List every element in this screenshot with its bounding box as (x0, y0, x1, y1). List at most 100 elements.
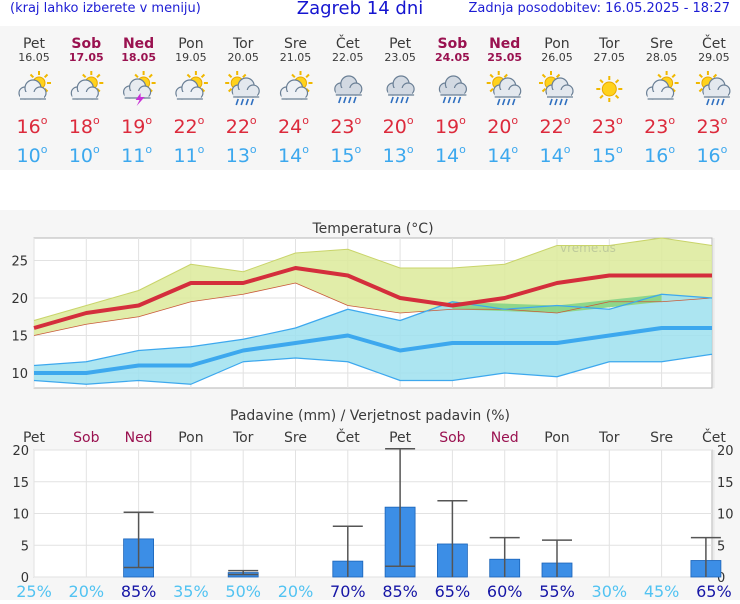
degree-sign: o (616, 143, 623, 156)
precip-y-tick-right: 20 (717, 444, 734, 459)
cloud-shape (645, 79, 675, 100)
cloud-shape (493, 77, 522, 98)
precip-y-tick-left: 10 (12, 508, 29, 523)
precip-probability: 20% (278, 582, 314, 600)
tmin-line (34, 326, 712, 375)
precip-y-tick-left: 15 (12, 476, 29, 491)
precip-day-label: Sre (284, 430, 307, 446)
precip-day-label: Tor (598, 430, 620, 446)
precip-probability: 70% (330, 582, 366, 600)
cloud-base (703, 90, 728, 97)
day-date: 16.05 (18, 51, 50, 64)
charts-svg: Temperatura (°C)vreme.us10152025Padavine… (11, 221, 734, 601)
precip-probability: 85% (382, 582, 418, 600)
day-name: Tor (598, 36, 620, 52)
rain-drop (457, 96, 462, 104)
sun-ray (148, 73, 153, 79)
cloud-rain-icon (334, 75, 363, 104)
min-temp: 13o (383, 143, 414, 167)
precip-day-label: Sre (650, 430, 673, 446)
degree-sign: o (145, 143, 152, 156)
day-name: Pet (389, 36, 412, 52)
min-temp: 11o (121, 143, 152, 167)
day-date: 24.05 (435, 51, 470, 64)
cloud-base (494, 90, 519, 97)
sun-ray (186, 73, 191, 79)
precip-probability: 55% (539, 582, 575, 600)
rain-drop (400, 96, 404, 104)
min-temp: 13o (226, 143, 257, 167)
sun-ray (242, 73, 247, 79)
sun-ray (43, 73, 49, 79)
sun-ray (541, 73, 547, 79)
precip-y-tick-left: 0 (21, 571, 29, 586)
sun-ray (599, 79, 604, 84)
precip-day-label: Pon (178, 430, 203, 446)
rain-drop (250, 98, 254, 106)
rain-drop (706, 98, 710, 106)
cloud-base (647, 92, 672, 99)
degree-sign: o (721, 114, 728, 127)
tmin-band-lower-edge (33, 353, 713, 385)
precip-day-label: Ned (491, 430, 519, 446)
rain-drop (564, 98, 568, 106)
day-date: 23.05 (384, 51, 416, 64)
cloud-rain-icon (438, 75, 467, 104)
precip-day-label: Pet (23, 430, 46, 446)
degree-sign: o (250, 143, 257, 156)
precip-probability: 85% (121, 582, 157, 600)
max-temp: 19o (435, 114, 466, 138)
partly-cloudy-sun-icon (70, 71, 104, 100)
sun-ray (96, 73, 101, 79)
sun-ray (503, 73, 508, 79)
max-temp: 23o (330, 114, 361, 138)
day-name: Ned (123, 36, 154, 52)
location-menu-hint[interactable]: (kraj lahko izberete v meniju) (10, 1, 201, 16)
cloud-shape (702, 77, 731, 98)
day-name: Čet (702, 34, 726, 52)
cloud-shape (175, 79, 204, 100)
cloud-shape (545, 77, 574, 98)
last-updated: Zadnja posodobitev: 16.05.2025 - 18:27 (468, 1, 730, 16)
precip-probability: 30% (592, 582, 628, 600)
cloud-shape (334, 75, 363, 96)
day-date: 27.05 (594, 51, 626, 64)
sun-cloud-rain-icon (486, 71, 522, 106)
tmax-band-upper-edge (33, 237, 713, 321)
day-name: Tor (232, 36, 254, 52)
cloud-base (72, 92, 97, 99)
sun-ray (489, 87, 494, 93)
day-name: Sre (650, 36, 673, 52)
day-name: Sob (438, 36, 468, 52)
precip-day-label: Pon (544, 430, 569, 446)
tmin-band-upper-edge (33, 293, 713, 367)
day-date: 18.05 (121, 51, 156, 64)
sun-ray (228, 73, 233, 79)
precip-title: Padavine (mm) / Verjetnost padavin (%) (230, 408, 510, 424)
partly-cloudy-sun-icon (279, 71, 313, 100)
rain-drop (245, 98, 249, 106)
cloud-shape (438, 75, 467, 96)
temperature-title: Temperatura (°C) (311, 221, 433, 237)
sun-ray (134, 73, 139, 79)
precip-probability: 35% (173, 582, 209, 600)
degree-sign: o (564, 143, 571, 156)
cloud-base (176, 92, 201, 99)
degree-sign: o (41, 114, 48, 127)
rain-drop (338, 96, 342, 104)
rain-drop (506, 98, 511, 106)
degree-sign: o (355, 143, 362, 156)
cloud-shape (279, 79, 309, 100)
cloud-base (335, 88, 360, 95)
page-title: Zagreb 14 dni (296, 0, 424, 19)
rain-drop (442, 96, 447, 104)
tmax-line (33, 266, 712, 330)
charts-panel: Temperatura (°C)vreme.us10152025Padavine… (0, 210, 740, 601)
cloud-base (124, 91, 149, 98)
degree-sign: o (145, 114, 152, 127)
day-name: Čet (336, 34, 360, 52)
precip-y-tick-left: 20 (12, 444, 29, 459)
precip-probability: 50% (225, 582, 261, 600)
sun-ray (29, 73, 35, 79)
precip-y-tick-right: 5 (717, 539, 725, 554)
